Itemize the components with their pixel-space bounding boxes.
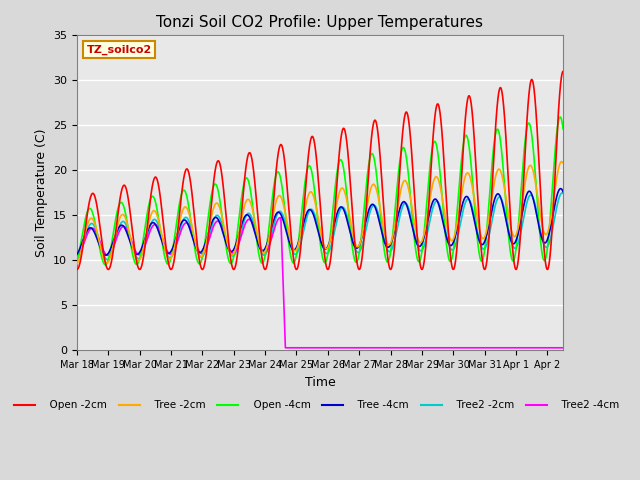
Y-axis label: Soil Temperature (C): Soil Temperature (C) — [35, 129, 47, 257]
Text: TZ_soilco2: TZ_soilco2 — [86, 45, 152, 55]
Legend:   Open -2cm  ,   Tree -2cm  ,   Open -4cm  ,   Tree -4cm  ,   Tree2 -2cm  ,   Tr: Open -2cm , Tree -2cm , Open -4cm , Tree… — [10, 396, 630, 415]
Title: Tonzi Soil CO2 Profile: Upper Temperatures: Tonzi Soil CO2 Profile: Upper Temperatur… — [157, 15, 483, 30]
X-axis label: Time: Time — [305, 376, 335, 389]
